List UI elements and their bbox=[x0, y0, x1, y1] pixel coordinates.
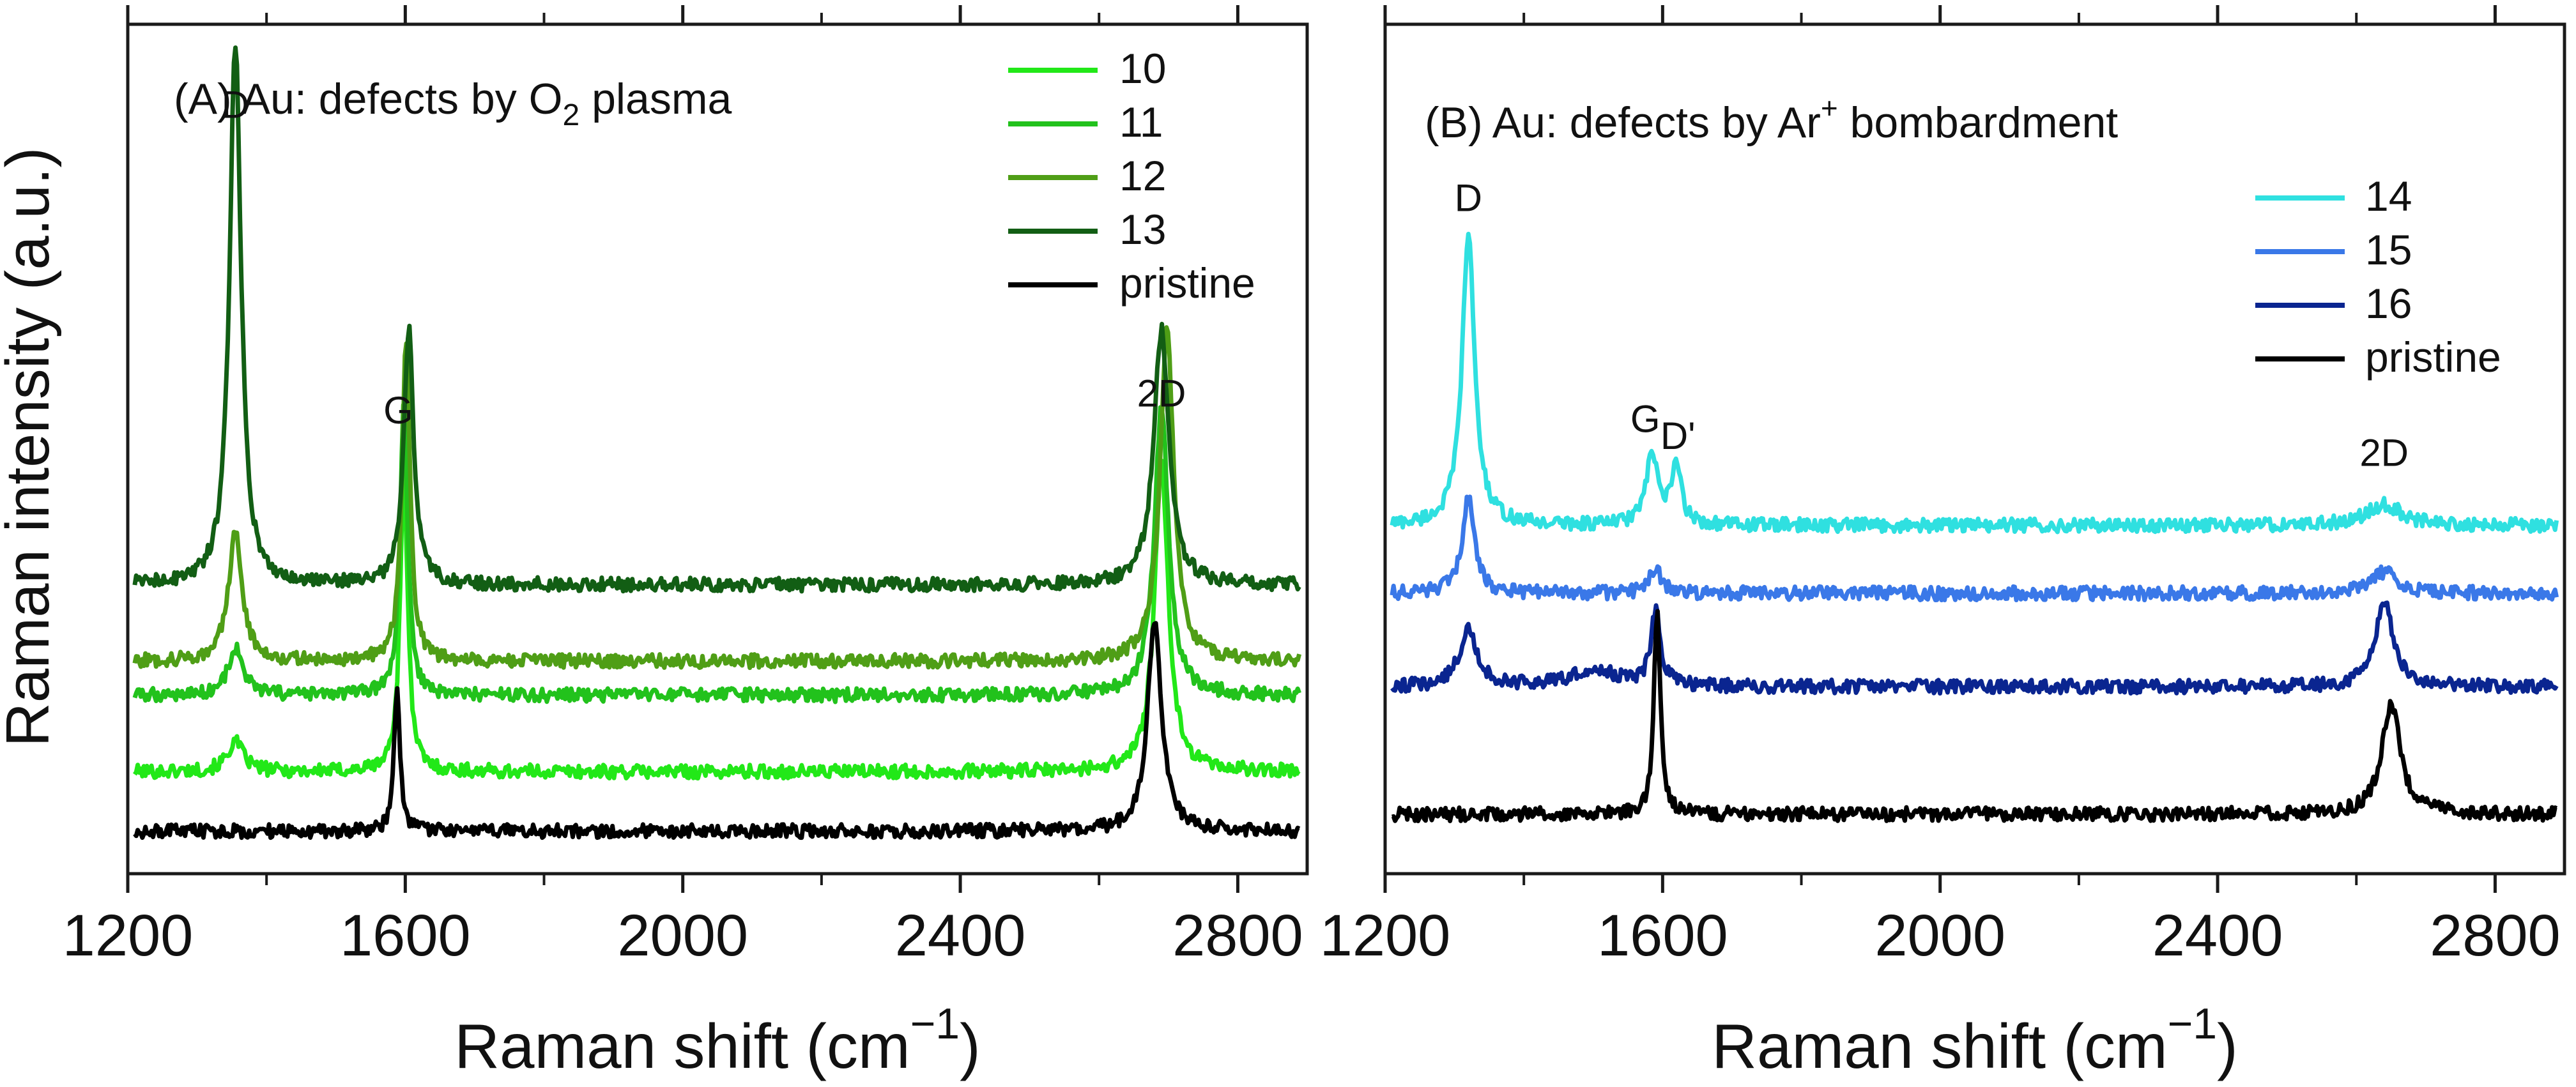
legend-label-11: 11 bbox=[1119, 98, 1163, 146]
x-tick-label: 2800 bbox=[1172, 903, 1303, 968]
panel-a-peak-labels: D G 2D bbox=[222, 83, 1186, 432]
panel-a-x-axis-label: Raman shift (cm−1) bbox=[454, 1000, 981, 1081]
panel-b-x-axis: 1200 1600 2000 2400 2800 bbox=[1320, 5, 2561, 968]
spectrum-16 bbox=[1390, 600, 2559, 696]
legend-label-15: 15 bbox=[2365, 226, 2412, 273]
x-tick-label: 2000 bbox=[1874, 903, 2005, 968]
peak-label-dprime: D' bbox=[1660, 414, 1696, 457]
x-tick-label: 2000 bbox=[617, 903, 748, 968]
panel-a: 1200 1600 2000 2400 2800 D G 2D (A) Au: defect… bbox=[63, 5, 1309, 1081]
peak-label-g: G bbox=[383, 389, 413, 432]
x-tick-label: 1600 bbox=[340, 903, 471, 968]
y-axis-label: Raman intensity (a.u.) bbox=[0, 147, 62, 747]
peak-label-d: D bbox=[1455, 177, 1482, 220]
x-tick-label: 2400 bbox=[895, 903, 1026, 968]
panel-b-spectra bbox=[1390, 231, 2559, 823]
panel-b-peak-labels: D G D' 2D bbox=[1455, 177, 2409, 475]
spectrum-15 bbox=[1390, 494, 2559, 603]
spectrum-pristine bbox=[133, 621, 1301, 840]
spectrum-pristine bbox=[1391, 609, 2558, 823]
spectrum-12 bbox=[132, 325, 1301, 671]
legend-label-16: 16 bbox=[2365, 280, 2412, 327]
x-tick-label: 1200 bbox=[63, 903, 194, 968]
legend-label-13: 13 bbox=[1119, 206, 1166, 253]
x-tick-label: 2800 bbox=[2430, 903, 2561, 968]
panel-b-legend: 14 15 16 pristine bbox=[2255, 172, 2501, 381]
spectrum-11 bbox=[132, 402, 1301, 704]
peak-label-g: G bbox=[1630, 397, 1660, 440]
x-tick-label: 1200 bbox=[1320, 903, 1451, 968]
peak-label-2d: 2D bbox=[1137, 372, 1186, 415]
spectrum-14 bbox=[1390, 231, 2559, 535]
spectrum-13 bbox=[132, 45, 1301, 594]
x-tick-label: 2400 bbox=[2152, 903, 2283, 968]
legend-label-10: 10 bbox=[1119, 45, 1166, 92]
spectrum-10 bbox=[132, 459, 1301, 781]
panel-a-legend: 10 11 12 13 pristine bbox=[1008, 45, 1255, 307]
panel-b-frame bbox=[1383, 22, 2566, 876]
panel-b-x-axis-label: Raman shift (cm−1) bbox=[1712, 1000, 2238, 1081]
panel-a-title: (A) Au: defects by O2 plasma bbox=[174, 75, 732, 132]
legend-label-14: 14 bbox=[2365, 172, 2412, 220]
panel-a-x-axis: 1200 1600 2000 2400 2800 bbox=[63, 5, 1303, 968]
legend-label-pristine: pristine bbox=[2365, 333, 2501, 381]
peak-label-2d: 2D bbox=[2359, 432, 2409, 475]
peak-label-d: D bbox=[222, 83, 249, 126]
legend-label-pristine: pristine bbox=[1119, 259, 1255, 307]
panel-a-spectra bbox=[132, 45, 1301, 840]
panel-a-frame bbox=[126, 22, 1309, 876]
legend-label-12: 12 bbox=[1119, 152, 1166, 199]
panel-b: 1200 1600 2000 2400 2800 D G D' 2D (B) Au: defe… bbox=[1320, 5, 2566, 1081]
panel-b-title: (B) Au: defects by Ar+ bombardment bbox=[1425, 91, 2118, 147]
x-tick-label: 1600 bbox=[1597, 903, 1728, 968]
